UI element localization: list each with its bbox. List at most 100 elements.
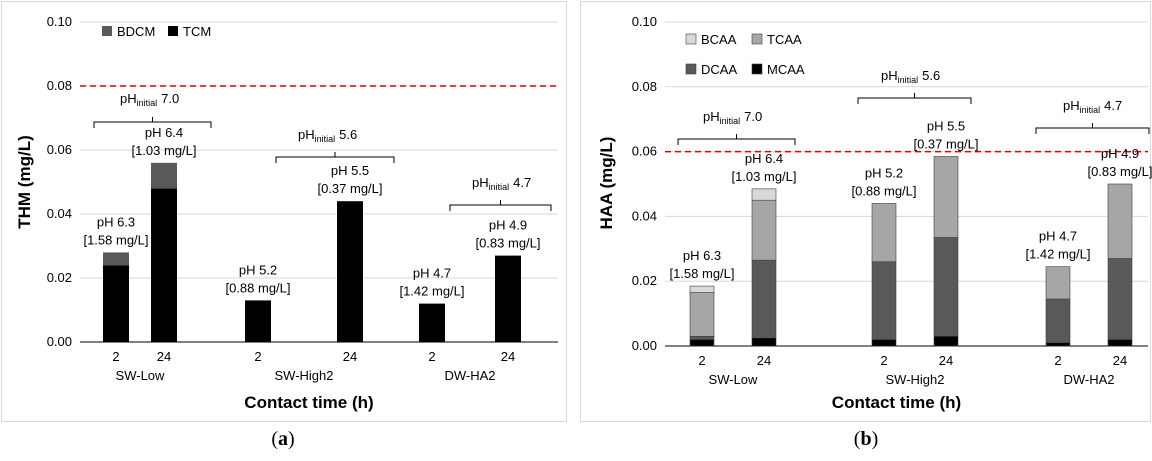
panel-label: (b) — [854, 428, 878, 450]
phinitial-value: 7.0 — [744, 109, 762, 124]
phinitial-bracket — [677, 134, 796, 145]
phinitial-bracket — [93, 117, 212, 128]
legend-swatch-tcm — [168, 26, 178, 36]
y-tick-label: 0.08 — [47, 78, 72, 93]
phinitial-prefix: pH — [1063, 98, 1080, 113]
y-tick-label: 0.00 — [632, 338, 657, 353]
panel-label-open: ( — [854, 428, 861, 450]
phinitial-prefix: pH — [120, 91, 137, 106]
legend-swatch-bdcm — [102, 26, 112, 36]
bar-ph-label: pH 6.4 — [145, 125, 183, 140]
y-tick-label: 0.04 — [632, 208, 657, 223]
phinitial-label: pHinitial 4.7 — [1063, 98, 1122, 115]
x-tick-label: 2 — [254, 349, 261, 364]
bar-tcaa — [933, 156, 959, 238]
legend-label: TCAA — [767, 32, 802, 47]
bar-dcaa — [871, 261, 897, 340]
bar-ph-label: pH 4.7 — [413, 266, 451, 281]
bar-ph-label: pH 4.7 — [1039, 229, 1077, 244]
bar-conc-label: [0.37 mg/L] — [913, 136, 978, 151]
panel-a-border — [1, 1, 567, 422]
bar-mcaa — [871, 339, 897, 347]
panel-a: 0.00 0.02 0.04 0.06 0.08 0.10 THM (mg/L) Contac… — [15, 14, 558, 450]
group-label: DW-HA2 — [1063, 372, 1114, 387]
x-tick-label: 2 — [112, 349, 119, 364]
bar-ph-label: pH 6.4 — [745, 151, 783, 166]
panel-label-close: ) — [288, 428, 295, 450]
phinitial-label: pHinitial 4.7 — [472, 175, 531, 192]
phinitial-prefix: pH — [472, 175, 489, 190]
group-label: SW-Low — [116, 368, 165, 383]
bar-bdcm — [103, 252, 129, 266]
bar-conc-label: [1.03 mg/L] — [731, 169, 796, 184]
y-tick-label: 0.10 — [632, 14, 657, 29]
legend-swatch-bcaa — [685, 33, 697, 45]
legend-label: BDCM — [117, 24, 155, 39]
y-axis-title: THM (mg/L) — [15, 135, 34, 228]
phinitial-sub: initial — [898, 75, 919, 85]
bar-conc-label: [1.42 mg/L] — [1025, 247, 1090, 262]
panel-label-open: ( — [271, 428, 278, 450]
phinitial-sub: initial — [315, 134, 336, 144]
bar-conc-label: [1.03 mg/L] — [131, 143, 196, 158]
bar-bdcm — [151, 162, 177, 189]
bar-conc-label: [0.83 mg/L] — [475, 236, 540, 251]
y-axis-title: HAA (mg/L) — [597, 137, 616, 230]
bar-dcaa — [1107, 258, 1133, 340]
group-label: SW-High2 — [274, 368, 333, 383]
bar-dcaa — [689, 335, 715, 340]
bar-tcaa — [1045, 266, 1071, 300]
x-axis-title: Contact time (h) — [244, 393, 373, 412]
y-tick-label: 0.02 — [47, 270, 72, 285]
x-tick-label: 24 — [157, 349, 171, 364]
bar-mcaa — [933, 335, 959, 347]
phinitial-label: pHinitial 7.0 — [703, 109, 762, 126]
y-tick-label: 0.06 — [47, 142, 72, 157]
legend-label: DCAA — [701, 62, 737, 77]
phinitial-label: pHinitial 7.0 — [120, 91, 179, 108]
phinitial-value: 7.0 — [161, 91, 179, 106]
phinitial-bracket — [1035, 123, 1150, 134]
bar-ph-label: pH 5.5 — [331, 163, 369, 178]
phinitial-prefix: pH — [298, 127, 315, 142]
bar-ph-label: pH 6.3 — [97, 214, 135, 229]
bar-tcm — [151, 188, 177, 342]
bar-conc-label: [0.83 mg/L] — [1087, 164, 1152, 179]
legend-swatch-tcaa — [751, 33, 763, 45]
x-tick-label: 2 — [428, 349, 435, 364]
bar-dcaa — [751, 259, 777, 339]
phinitial-label: pHinitial 5.6 — [298, 127, 357, 144]
group-label: DW-HA2 — [444, 368, 495, 383]
x-tick-label: 2 — [1054, 353, 1061, 368]
phinitial-bracket — [449, 200, 552, 211]
bar-tcaa — [751, 199, 777, 261]
x-tick-label: 24 — [501, 349, 515, 364]
panel-b-border — [580, 1, 1151, 422]
bar-conc-label: [0.37 mg/L] — [317, 181, 382, 196]
phinitial-sub: initial — [489, 182, 510, 192]
group-label: SW-High2 — [885, 372, 944, 387]
bar-tcm — [495, 255, 521, 342]
phinitial-value: 4.7 — [513, 175, 531, 190]
bar-tcaa — [871, 203, 897, 263]
phinitial-value: 5.6 — [922, 68, 940, 83]
phinitial-sub: initial — [137, 98, 158, 108]
bar-conc-label: [0.88 mg/L] — [851, 183, 916, 198]
legend-label: TCM — [183, 24, 211, 39]
y-tick-label: 0.06 — [632, 144, 657, 159]
phinitial-bracket — [857, 93, 972, 104]
x-tick-label: 24 — [1113, 353, 1127, 368]
bar-ph-label: pH 6.3 — [683, 248, 721, 263]
bar-bcaa — [751, 188, 777, 201]
phinitial-sub: initial — [1080, 105, 1101, 115]
bar-conc-label: [1.58 mg/L] — [83, 232, 148, 247]
panel-label-letter: b — [860, 428, 871, 450]
x-tick-label: 24 — [939, 353, 953, 368]
phinitial-label: pHinitial 5.6 — [881, 68, 940, 85]
bar-tcaa — [689, 292, 715, 337]
bar-mcaa — [1045, 342, 1071, 347]
x-tick-label: 24 — [757, 353, 771, 368]
panel-label-letter: a — [278, 428, 288, 450]
legend-label: MCAA — [767, 62, 805, 77]
